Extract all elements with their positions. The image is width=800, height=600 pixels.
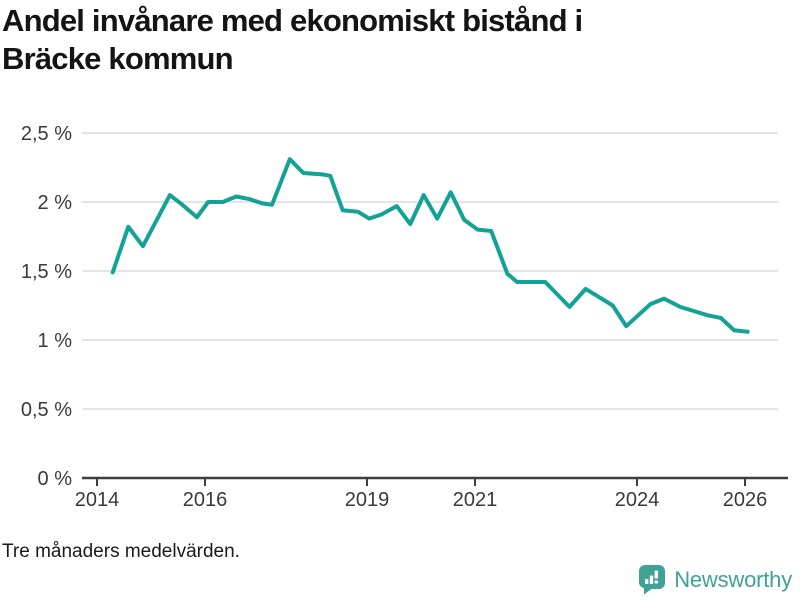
svg-text:2 %: 2 % xyxy=(38,192,73,214)
newsworthy-logo: Newsworthy xyxy=(639,564,792,596)
page-title-line-1: Andel invånare med ekonomiskt bistånd i xyxy=(2,3,583,38)
newsworthy-logo-text: Newsworthy xyxy=(674,567,792,592)
svg-text:0,5 %: 0,5 % xyxy=(21,399,72,421)
svg-text:2026: 2026 xyxy=(723,489,768,511)
svg-text:0 %: 0 % xyxy=(38,468,73,490)
page-title: Andel invånare med ekonomiskt bistånd i … xyxy=(2,2,782,78)
svg-text:2019: 2019 xyxy=(345,489,390,511)
svg-text:1,5 %: 1,5 % xyxy=(21,261,72,283)
svg-text:2,5 %: 2,5 % xyxy=(21,123,72,145)
svg-text:2014: 2014 xyxy=(75,489,120,511)
svg-text:2024: 2024 xyxy=(615,489,660,511)
chart-footnote: Tre månaders medelvärden. xyxy=(2,541,240,562)
svg-text:2021: 2021 xyxy=(453,489,498,511)
page-title-line-2: Bräcke kommun xyxy=(2,40,234,76)
newsworthy-speech-bubble-bar-chart-icon xyxy=(639,565,666,595)
svg-text:1 %: 1 % xyxy=(38,330,73,352)
svg-text:2016: 2016 xyxy=(183,489,228,511)
